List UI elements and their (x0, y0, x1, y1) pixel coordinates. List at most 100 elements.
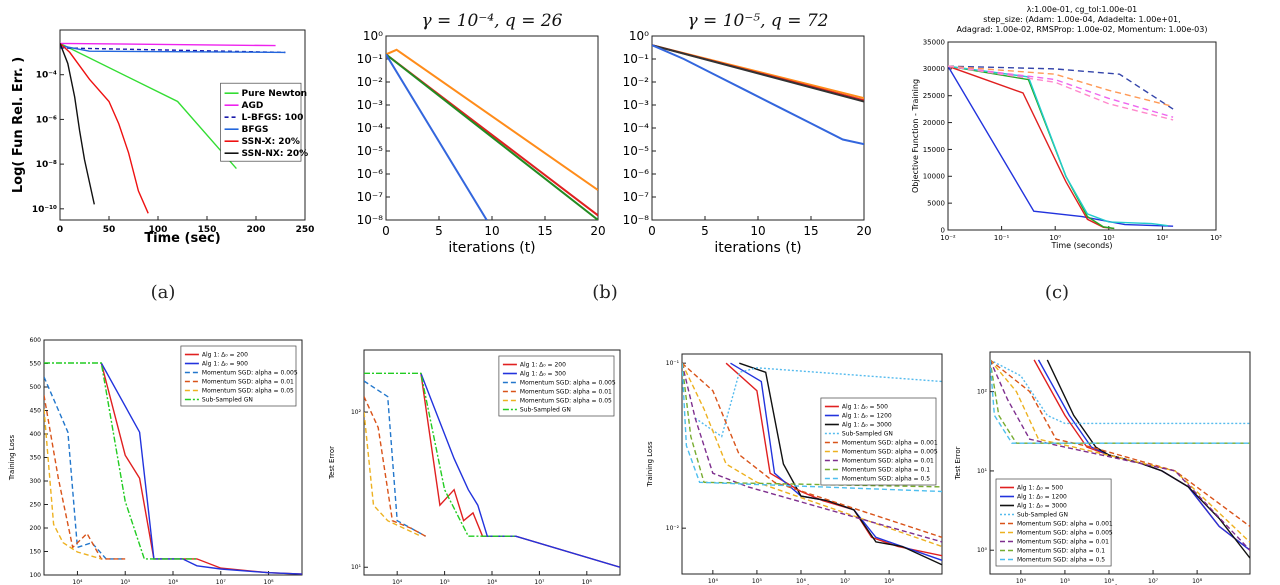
legend-entry: Momentum SGD: alpha = 0.005 (202, 370, 298, 377)
legend-entry: Momentum SGD: alpha = 0.01 (202, 379, 294, 386)
y-tick-label: 100 (30, 572, 42, 579)
y-tick-label: 10⁻³ (357, 98, 384, 112)
y-tick-label: 10⁻¹ (357, 52, 384, 66)
y-tick-label: 10⁻⁴ (357, 121, 384, 135)
y-tick-label: 10⁻⁴ (623, 121, 650, 135)
x-axis-label: Time (sec) (144, 231, 220, 246)
legend-entry: Alg 1: Δ₀ = 1200 (842, 413, 892, 420)
chart-b1: 0 5 10 15 20 10⁰ 10⁻¹ 10⁻² 10⁻³ 10⁻⁴ 10⁻⁵ 10⁻⁶ 10⁻⁷ 1… (357, 11, 606, 256)
x-axis-label: Time (seconds) (1050, 241, 1112, 250)
x-tick-label: 10 (484, 224, 499, 238)
legend-entry: Sub-Sampled GN (520, 407, 571, 414)
series-line (44, 395, 126, 560)
chart-title-line: step_size: (Adam: 1.00e-04, Adadelta: 1.… (983, 15, 1180, 24)
legend-entry: AGD (242, 101, 264, 111)
series-line (948, 65, 1174, 118)
series-group (652, 44, 864, 146)
legend-entry: Momentum SGD: alpha = 0.1 (1017, 548, 1105, 555)
series-line (739, 362, 942, 566)
x-tick-label: 10⁶ (487, 579, 498, 585)
x-tick-label: 250 (296, 225, 315, 235)
x-tick-label: 10⁶ (1104, 578, 1115, 585)
x-tick-label: 10³ (1210, 234, 1222, 242)
x-tick-label: 10⁻² (940, 234, 956, 242)
series-line (652, 44, 864, 103)
x-axis-label: iterations (t) (714, 240, 801, 256)
legend-box (820, 397, 937, 486)
series-line (60, 42, 237, 170)
x-tick-label: 10⁶ (168, 579, 179, 585)
legend-entry: Momentum SGD: alpha = 0.05 (202, 388, 294, 395)
y-tick-label: 10¹ (351, 564, 362, 571)
legend-entry: Sub-Sampled GN (202, 397, 253, 404)
x-tick-label: 50 (103, 225, 116, 235)
y-tick-label: 10000 (923, 173, 945, 181)
legend-entry: Momentum SGD: alpha = 0.05 (520, 398, 612, 405)
legend-entry: Momentum SGD: alpha = 0.005 (520, 380, 616, 387)
chart-c: 10⁻² 10⁻¹ 10⁰ 10¹ 10² 10³ 0 5000 10000 15000 20000… (911, 5, 1222, 250)
series-line (44, 409, 102, 560)
series-line (682, 363, 942, 493)
y-tick-label: 10⁻² (357, 75, 384, 89)
x-tick-label: 10⁴ (392, 579, 403, 585)
legend-entry: Sub-Sampled GN (842, 431, 893, 438)
x-tick-label: 10⁷ (1148, 578, 1159, 585)
x-tick-label: 10⁸ (884, 578, 895, 585)
series-line (44, 362, 197, 560)
y-axis-label: Objective Function - Training (911, 79, 920, 193)
legend-entry: BFGS (242, 125, 269, 135)
x-tick-label: 20 (590, 224, 605, 238)
series-group (364, 372, 620, 568)
series-line (100, 362, 302, 575)
legend-entry: Alg 1: Δ₀ = 200 (520, 362, 566, 369)
y-tick-label: 10¹ (977, 468, 988, 475)
x-tick-label: 10⁻¹ (994, 234, 1010, 242)
series-group (990, 359, 1250, 559)
y-tick-label: 200 (30, 525, 42, 532)
series-line (990, 359, 1250, 425)
series-line (948, 65, 1174, 121)
x-tick-label: 10⁷ (534, 579, 545, 585)
legend-entry: Momentum SGD: alpha = 0.001 (1017, 521, 1113, 528)
legend-entry: Momentum SGD: alpha = 0.5 (1017, 557, 1105, 564)
caption-b: (b) (592, 282, 618, 303)
y-tick-label: 10⁻⁷ (623, 190, 650, 204)
chart-title-line: λ:1.00e-01, cg_tol:1.00e-01 (1027, 5, 1138, 14)
x-tick-label: 10⁸ (582, 579, 593, 585)
y-tick-label: 10⁻⁴ (36, 71, 57, 81)
series-line (60, 43, 95, 205)
legend-entry: L-BFGS: 100 (242, 113, 304, 123)
y-tick-label: 10⁻¹ (623, 52, 650, 66)
x-tick-label: 15 (803, 224, 818, 238)
legend-entry: Alg 1: Δ₀ = 3000 (1017, 503, 1067, 510)
x-tick-label: 100 (149, 225, 168, 235)
y-tick-label: 10⁻⁶ (623, 167, 650, 181)
legend-entry: Alg 1: Δ₀ = 1200 (1017, 494, 1067, 501)
y-tick-label: 10⁻³ (623, 98, 650, 112)
x-tick-label: 10⁴ (72, 579, 83, 585)
series-line (386, 48, 598, 191)
series-line (948, 65, 1174, 227)
y-tick-label: 0 (941, 226, 945, 234)
caption-a: (a) (151, 282, 176, 303)
series-line (990, 359, 1250, 543)
x-tick-label: 20 (856, 224, 871, 238)
y-axis-label: Training Loss (646, 441, 654, 488)
y-tick-label: 10⁻¹ (666, 360, 680, 367)
plot-area (651, 35, 865, 221)
legend-entry: Momentum SGD: alpha = 0.01 (842, 458, 934, 465)
x-tick-label: 10⁵ (440, 579, 451, 585)
y-tick-label: 10⁻⁶ (357, 167, 384, 181)
series-line (990, 359, 1250, 444)
legend-entry: Alg 1: Δ₀ = 3000 (842, 422, 892, 429)
x-axis-label: iterations (t) (448, 240, 535, 256)
y-axis-label: Log( Fun Rel. Err. ) (11, 57, 26, 193)
series-line (364, 372, 516, 537)
legend-entry: Alg 1: Δ₀ = 200 (202, 352, 248, 359)
x-tick-label: 10⁰ (1049, 234, 1061, 242)
series-group (386, 48, 598, 220)
